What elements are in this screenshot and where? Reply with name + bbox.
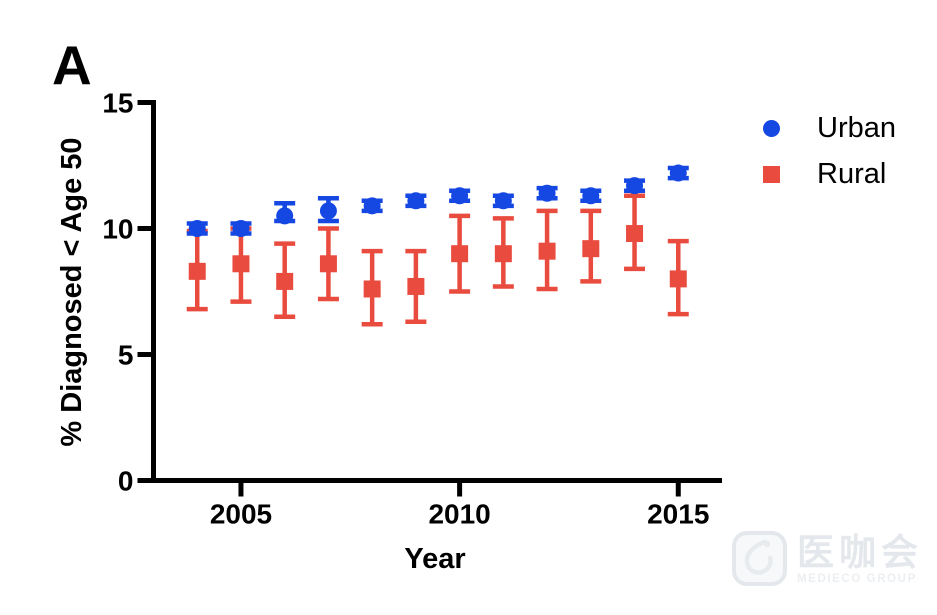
data-point-urban [319, 202, 337, 220]
x-tick-label: 2015 [647, 499, 709, 530]
data-point-urban [188, 220, 206, 237]
data-point-rural [319, 255, 337, 273]
legend: Urban Rural [752, 105, 896, 197]
data-point-rural [669, 270, 687, 288]
urban-circle-marker-icon [763, 119, 780, 137]
data-point-rural [626, 225, 644, 243]
data-point-rural [582, 240, 600, 258]
data-point-rural [232, 255, 250, 273]
rural-square-marker-icon [763, 165, 780, 183]
data-point-urban [276, 207, 294, 225]
y-axis-title: % Diagnosed < Age 50 [56, 137, 88, 447]
legend-label-rural: Rural [817, 157, 887, 190]
data-point-urban [494, 192, 512, 210]
data-point-urban [232, 220, 250, 237]
data-point-rural [407, 277, 425, 295]
x-tick-label: 2010 [428, 499, 490, 530]
x-tick-label: 2005 [210, 499, 272, 530]
data-point-rural [363, 280, 381, 298]
data-point-rural [276, 272, 294, 290]
data-point-rural [538, 242, 556, 260]
y-tick-label: 10 [102, 214, 133, 245]
legend-item-urban: Urban [752, 105, 896, 151]
legend-label-urban: Urban [817, 111, 896, 144]
panel-label: A [52, 34, 92, 96]
data-point-rural [494, 245, 512, 263]
legend-item-rural: Rural [752, 151, 896, 197]
y-tick-label: 15 [102, 88, 133, 119]
data-point-urban [582, 187, 600, 205]
data-point-rural [188, 262, 206, 280]
y-tick-label: 0 [118, 466, 134, 497]
data-point-rural [451, 245, 469, 263]
data-point-urban [363, 197, 381, 215]
y-tick-label: 5 [118, 340, 134, 371]
data-point-urban [538, 184, 556, 202]
data-point-urban [451, 187, 469, 205]
data-point-urban [626, 177, 644, 195]
data-point-urban [669, 164, 687, 182]
x-axis-title: Year [404, 543, 466, 575]
data-point-urban [407, 192, 425, 210]
